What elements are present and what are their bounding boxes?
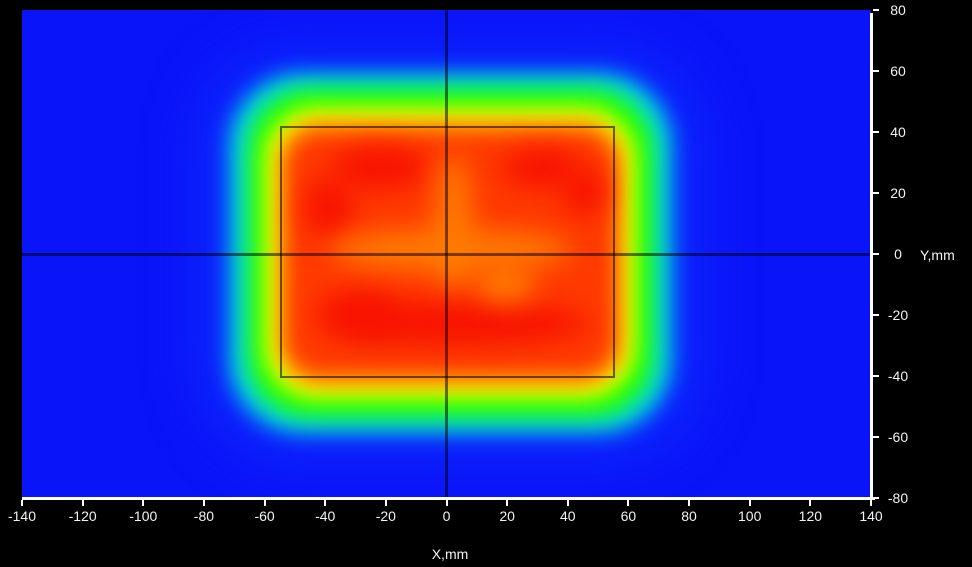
x-tick-label: 80	[681, 508, 697, 524]
x-tick-label: -60	[254, 508, 275, 524]
x-tick	[870, 500, 872, 506]
x-tick-label: -20	[375, 508, 396, 524]
y-tick	[873, 497, 879, 499]
x-tick-label: 20	[499, 508, 515, 524]
x-tick	[21, 500, 23, 506]
x-tick	[688, 500, 691, 506]
beam-warm-patch-2	[474, 265, 536, 302]
x-tick	[748, 500, 751, 506]
y-tick-label: 80	[890, 2, 906, 18]
y-tick-label: -20	[887, 307, 909, 323]
beam-hot-spot-2	[562, 167, 606, 217]
y-axis-title: Y,mm	[920, 247, 955, 263]
x-tick	[384, 500, 387, 506]
y-tick	[873, 192, 879, 194]
x-tick-label: -140	[7, 508, 37, 524]
beam-hot-spot-4	[317, 289, 402, 339]
x-tick	[324, 500, 327, 506]
x-tick	[202, 500, 205, 506]
x-axis-title: X,mm	[431, 546, 469, 562]
x-tick-label: -100	[129, 508, 158, 524]
x-tick	[142, 500, 145, 506]
y-tick	[873, 253, 879, 255]
x-tick-label: 0	[442, 508, 451, 524]
x-tick	[627, 500, 630, 506]
x-tick-label: 40	[559, 508, 576, 524]
y-tick-label: 0	[894, 246, 902, 262]
x-tick-label: 120	[798, 508, 823, 524]
x-tick-label: 100	[738, 508, 762, 524]
x-tick-label: 60	[620, 508, 637, 524]
x-tick	[809, 500, 812, 506]
beam-hot-spot-5	[304, 176, 354, 238]
y-tick-label: 40	[890, 124, 906, 140]
y-tick	[873, 314, 879, 316]
measurement-rectangle	[279, 125, 615, 378]
y-tick-label: -80	[887, 490, 909, 506]
y-tick	[873, 436, 879, 438]
x-tick	[263, 500, 266, 506]
y-tick-label: 20	[890, 185, 906, 201]
y-tick	[873, 375, 879, 377]
x-tick	[445, 500, 448, 506]
y-axis-line	[870, 13, 873, 500]
x-tick-label: -40	[315, 508, 336, 524]
x-tick	[506, 500, 509, 506]
x-tick-label: -80	[193, 508, 215, 524]
y-tick	[873, 131, 879, 133]
y-tick-label: 60	[890, 63, 906, 79]
x-tick-label: -120	[68, 508, 97, 524]
x-tick	[81, 500, 84, 506]
x-axis-line	[22, 497, 875, 500]
plot-area	[22, 10, 871, 498]
beam-hot-spot-0	[332, 146, 430, 190]
x-tick	[566, 500, 569, 506]
y-tick	[873, 9, 879, 11]
x-tick-label: 140	[859, 508, 883, 524]
beam-warm-patch-1	[435, 155, 472, 290]
y-tick-label: -60	[887, 429, 909, 445]
crosshair-horizontal-line	[22, 252, 871, 256]
y-tick-label: -40	[887, 368, 909, 384]
y-tick	[873, 70, 879, 72]
